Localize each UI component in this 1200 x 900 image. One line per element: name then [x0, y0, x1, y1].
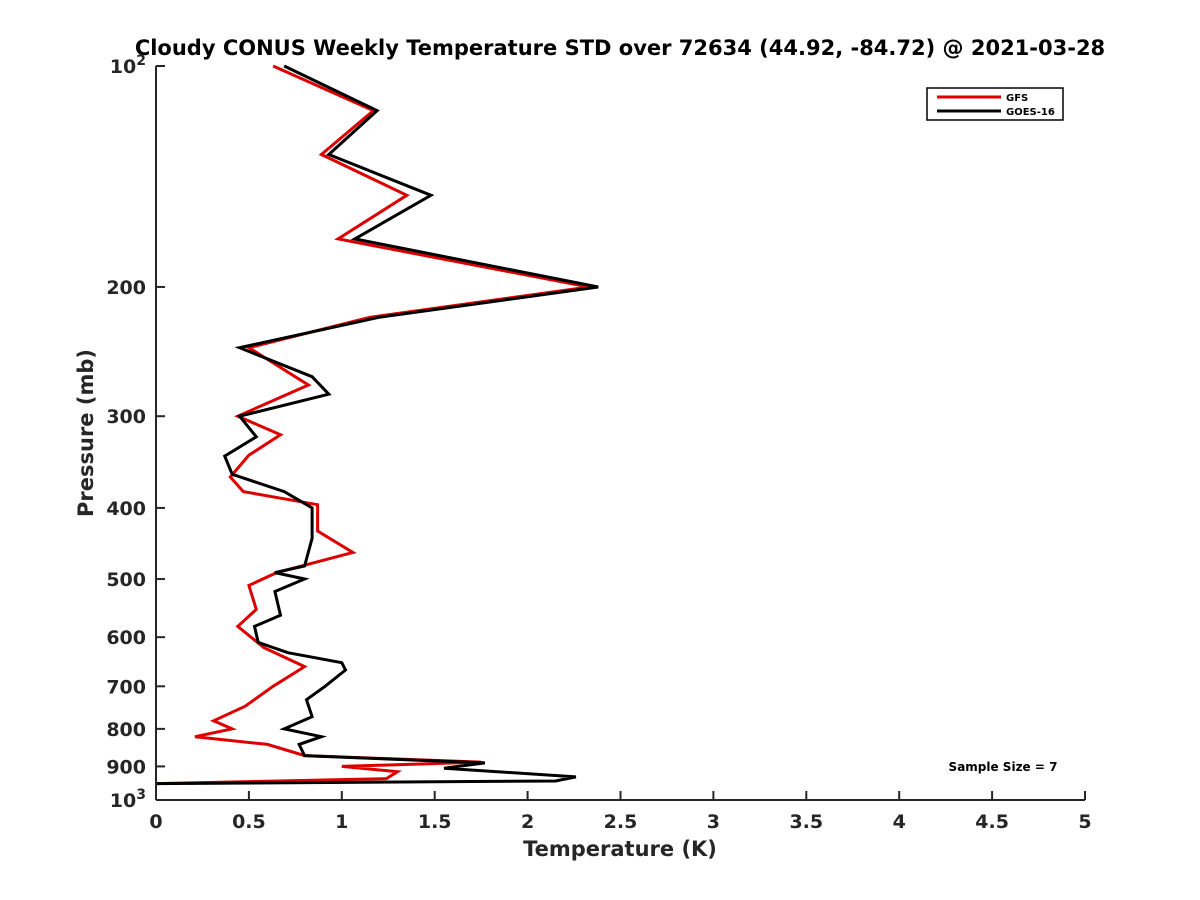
x-tick-label: 2: [521, 811, 534, 833]
x-tick-label: 4: [893, 811, 906, 833]
y-tick-label: 300: [106, 406, 146, 428]
sample-size-annotation: Sample Size = 7: [949, 760, 1058, 774]
x-tick-label: 2.5: [604, 811, 638, 833]
x-tick-label: 5: [1078, 811, 1091, 833]
y-axis-label: Pressure (mb): [74, 349, 98, 517]
axes: [155, 66, 1085, 801]
plot-lines: [155, 64, 599, 786]
series-line-gfs: [155, 64, 590, 786]
x-tick-label: 3.5: [789, 811, 823, 833]
legend-label: GFS: [1006, 93, 1028, 104]
legend-label: GOES-16: [1006, 107, 1055, 118]
y-axis-ticks: 102 200 300 400 500 600 700 800 900 103: [106, 53, 165, 812]
y-tick-label: 500: [106, 569, 146, 591]
x-tick-label: 0: [149, 811, 162, 833]
y-tick-label: 600: [106, 627, 146, 649]
y-tick-label: 900: [106, 756, 146, 778]
y-tick-label: 800: [106, 719, 146, 741]
x-tick-label: 0.5: [232, 811, 266, 833]
y-tick-label: 400: [106, 498, 146, 520]
x-tick-label: 3: [707, 811, 720, 833]
x-tick-label: 1.5: [418, 811, 452, 833]
y-tick-label: 102: [110, 53, 146, 78]
x-axis-label: Temperature (K): [523, 837, 717, 861]
y-tick-label: 200: [106, 277, 146, 299]
x-tick-label: 1: [335, 811, 348, 833]
x-tick-label: 4.5: [975, 811, 1009, 833]
x-axis-ticks: 0 0.5 1 1.5 2 2.5 3 3.5 4 4.5 5: [149, 791, 1092, 833]
y-tick-label: 103: [110, 787, 146, 812]
legend: GFS GOES-16: [926, 87, 1064, 121]
y-tick-label: 700: [106, 676, 146, 698]
legend-box: [926, 87, 1064, 121]
chart-title: Cloudy CONUS Weekly Temperature STD over…: [135, 36, 1105, 60]
series-line-goes-16: [155, 64, 599, 786]
